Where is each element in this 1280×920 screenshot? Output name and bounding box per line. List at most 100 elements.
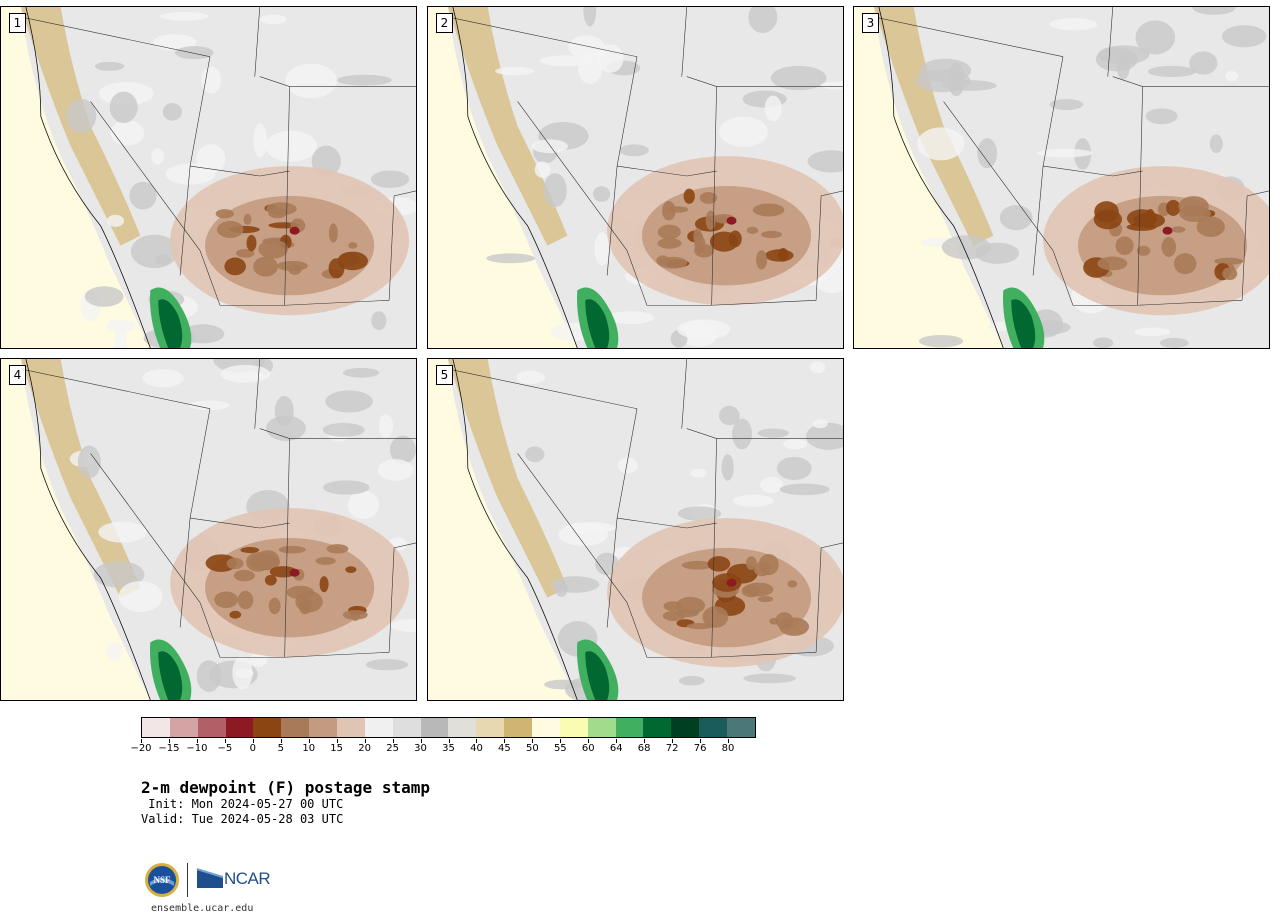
dry-spot [705,210,716,230]
ensemble-member-map-3: 3 [853,6,1270,349]
dry-spot [787,580,798,588]
colorbar-tick [588,739,590,743]
dewpoint-patch [98,521,148,543]
colorbar-tick [420,739,422,743]
colorbar-tick [532,739,534,743]
state-border [284,651,390,658]
colorbar-segment [476,718,505,737]
dry-spot [269,566,297,578]
state-border [1107,7,1114,77]
state-border [1137,86,1143,306]
gulf-moisture-core [1011,299,1036,348]
colorbar-tick-label: 72 [665,743,679,754]
dewpoint-patch [1147,65,1196,78]
dry-spot [657,238,682,249]
dewpoint-patch [721,454,734,481]
dewpoint-patch [812,419,828,429]
panel-number-label: 4 [9,365,26,385]
colorbar-tick [728,739,730,743]
dry-spot [268,597,281,615]
dry-spot [240,546,260,554]
dry-spot [237,590,254,610]
dry-spot [745,556,757,570]
colorbar-segment [671,718,700,737]
dewpoint-patch [106,642,123,660]
very-dry-spot [289,226,300,235]
dry-spot [328,223,338,243]
dry-spot [1136,245,1151,256]
dewpoint-patch [253,123,268,158]
dewpoint-patch [113,326,128,348]
dewpoint-patch [677,319,731,340]
colorbar-tick-label: 80 [721,743,735,754]
valid-time: Valid: Tue 2024-05-28 03 UTC [141,812,344,826]
dry-spot [756,250,768,270]
dewpoint-patch [220,364,271,383]
dewpoint-patch [732,494,774,507]
dry-spot [258,239,289,259]
dewpoint-patch [106,319,136,333]
dewpoint-patch [525,446,545,463]
colorbar-tick-label: 50 [525,743,539,754]
dewpoint-patch [555,581,568,597]
pacific-ocean [428,7,578,348]
dewpoint-patch [110,120,145,146]
state-border [681,359,688,429]
init-time: Init: Mon 2024-05-27 00 UTC [141,797,344,811]
state-border [388,542,416,653]
state-border [617,517,717,529]
dewpoint-patch [743,673,796,684]
dry-spot [1094,201,1119,223]
colorbar-segment [699,718,728,737]
gulf-moisture-core [585,651,610,700]
dry-spot [1196,216,1225,238]
dewpoint-patch [516,370,546,385]
dry-spot [298,597,312,615]
colorbar-tick-label: 55 [553,743,567,754]
dewpoint-patch [534,161,551,178]
dry-spot [686,622,714,630]
state-border [20,16,211,58]
dewpoint-patch [342,367,380,378]
dewpoint-patch [607,311,654,325]
dry-spot [1173,253,1197,275]
colorbar-segment [615,718,644,737]
dewpoint-patch [1159,337,1189,348]
gulf-moisture-core [585,299,610,348]
dewpoint-patch [718,405,740,426]
dry-spot [215,209,235,219]
pacific-ocean [1,359,151,700]
ncar-mark-icon [197,868,223,888]
dewpoint-patch [592,186,611,202]
dry-spot [694,244,714,258]
dewpoint-patch [531,139,568,154]
colorbar-tick-label: 10 [302,743,316,754]
state-border [616,56,638,167]
colorbar-segment [364,718,393,737]
dry-spot [246,234,257,252]
dewpoint-patch [619,144,649,157]
dry-spot [286,585,315,600]
dry-spot [319,576,329,593]
colorbar-tick [280,739,282,743]
colorbar-segment [169,718,198,737]
dewpoint-patch [109,91,138,124]
state-border [190,517,290,529]
colorbar-segment [587,718,616,737]
dry-spot [761,230,782,239]
state-border [190,165,290,177]
ncar-logo-text: NCAR [224,869,271,888]
dewpoint-patch [265,130,318,162]
dewpoint-patch [266,415,306,442]
state-border [189,56,211,167]
state-border [517,453,628,603]
state-border [617,165,717,177]
panel-number-label: 1 [9,13,26,33]
dry-spot [753,561,771,577]
dewpoint-patch [578,52,603,85]
dewpoint-patch [151,148,164,165]
dewpoint-patch [175,46,214,60]
state-border [1032,166,1044,276]
dewpoint-patch [1049,99,1084,111]
dewpoint-patch [201,66,222,94]
